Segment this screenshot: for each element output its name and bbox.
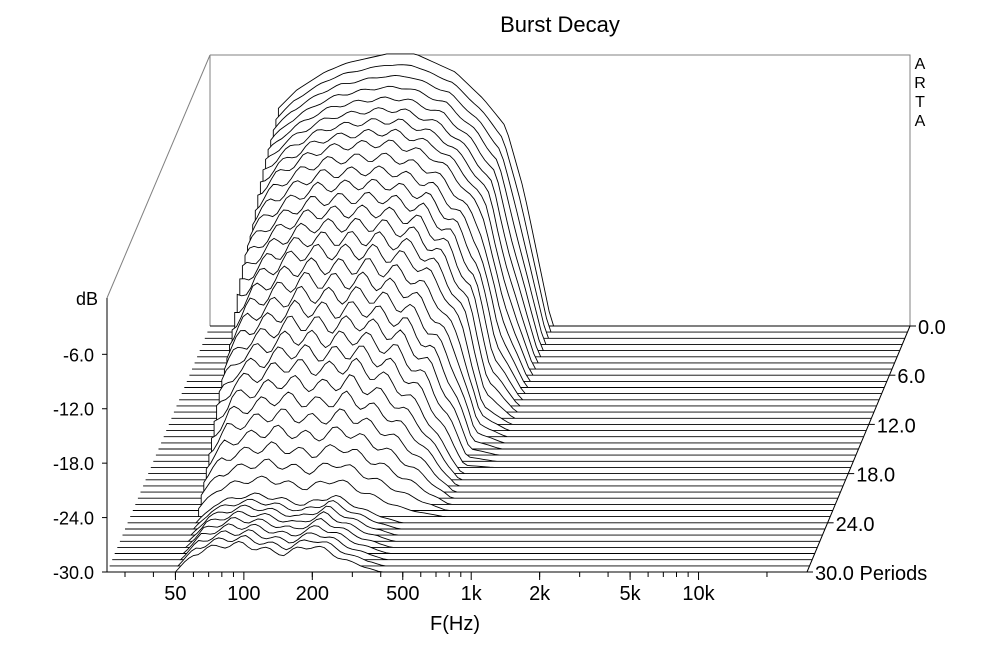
- decay-slice-line: [198, 475, 831, 518]
- x-tick-label: 50: [164, 583, 186, 605]
- y-tick-label: -24.0: [53, 509, 94, 529]
- chart-title: Burst Decay: [500, 12, 620, 37]
- x-tick-label: 100: [227, 583, 260, 605]
- y-tick-label: -6.0: [63, 345, 94, 365]
- x-tick-label: 5k: [620, 583, 642, 605]
- x-tick-label: 1k: [461, 583, 483, 605]
- y-axis-label: dB: [76, 289, 98, 309]
- z-tick-label: 6.0: [897, 366, 925, 388]
- y-tick-label: -12.0: [53, 400, 94, 420]
- watermark-letter: R: [914, 75, 926, 92]
- watermark-letter: T: [915, 94, 925, 111]
- x-tick-label: 500: [386, 583, 419, 605]
- y-tick-label: -30.0: [53, 563, 94, 583]
- x-tick-label: 200: [296, 583, 329, 605]
- y-tick-label: -18.0: [53, 454, 94, 474]
- back-wall-frame: [210, 54, 911, 326]
- x-axis-label: F(Hz): [430, 613, 480, 635]
- z-tick-label: 18.0: [856, 465, 895, 487]
- left-wall-top-edge: [106, 54, 211, 299]
- decay-slice-line: [174, 541, 807, 573]
- x-tick-label: 2k: [529, 583, 551, 605]
- z-tick-label: 12.0: [877, 415, 916, 437]
- arta-watermark: A R T A: [912, 55, 928, 131]
- x-tick-label: 10k: [682, 583, 715, 605]
- watermark-letter: A: [914, 56, 926, 73]
- z-tick-label: 24.0: [836, 514, 875, 536]
- z-tick-label: 30.0 Periods: [815, 563, 927, 585]
- watermark-letter: A: [914, 113, 926, 130]
- z-tick-label: 0.0: [918, 317, 946, 339]
